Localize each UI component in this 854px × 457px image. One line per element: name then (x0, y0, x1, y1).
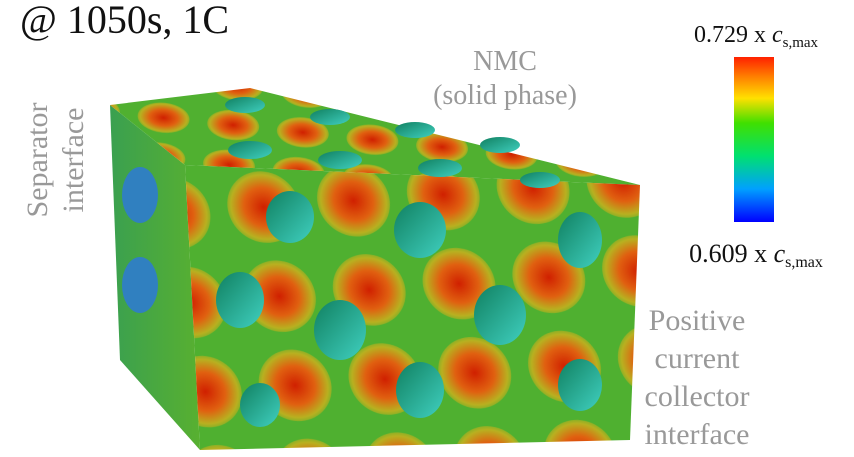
symbol: c (772, 22, 783, 48)
pores (122, 97, 602, 427)
times: x (754, 22, 766, 48)
figure-title: @ 1050s, 1C (20, 0, 229, 42)
right-face-label: Positive (649, 304, 746, 337)
material-label: (solid phase) (433, 80, 577, 111)
value: 0.729 (694, 22, 748, 48)
colorbar-min-label: 0.609 x cs,max (689, 239, 823, 271)
colorbar-max-label: 0.729 x cs,max (694, 22, 819, 51)
right-face-label: interface (645, 418, 750, 451)
right-face-label: collector (645, 380, 750, 413)
value: 0.609 (689, 239, 748, 268)
subscript: s,max (785, 254, 823, 271)
colorbar (734, 57, 774, 222)
material-label: NMC (473, 46, 537, 77)
times: x (754, 239, 767, 268)
electrode-block (110, 88, 640, 450)
left-face-label: Separator (21, 103, 54, 218)
right-face-label: current (655, 342, 741, 375)
symbol: c (774, 239, 786, 268)
subscript: s,max (783, 35, 819, 51)
left-face-label: interface (57, 108, 90, 213)
